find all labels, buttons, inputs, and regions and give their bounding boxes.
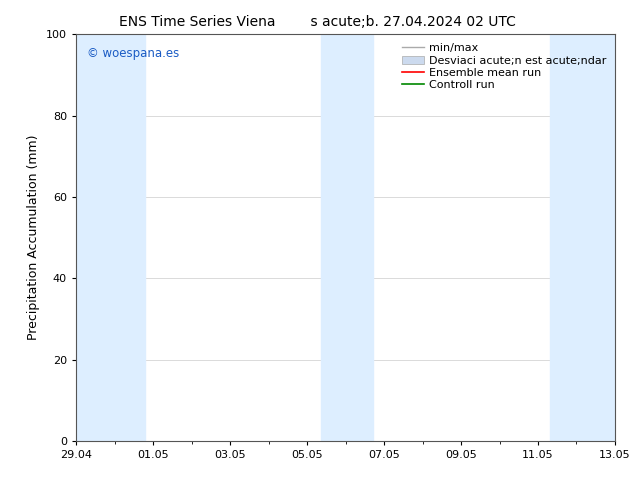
- Legend: min/max, Desviaci acute;n est acute;ndar, Ensemble mean run, Controll run: min/max, Desviaci acute;n est acute;ndar…: [399, 40, 609, 94]
- Bar: [550, 34, 615, 441]
- Bar: [321, 34, 373, 441]
- Y-axis label: Precipitation Accumulation (mm): Precipitation Accumulation (mm): [27, 135, 41, 341]
- Bar: [76, 34, 145, 441]
- Text: © woespana.es: © woespana.es: [87, 47, 179, 59]
- Text: ENS Time Series Viena        s acute;b. 27.04.2024 02 UTC: ENS Time Series Viena s acute;b. 27.04.2…: [119, 15, 515, 29]
